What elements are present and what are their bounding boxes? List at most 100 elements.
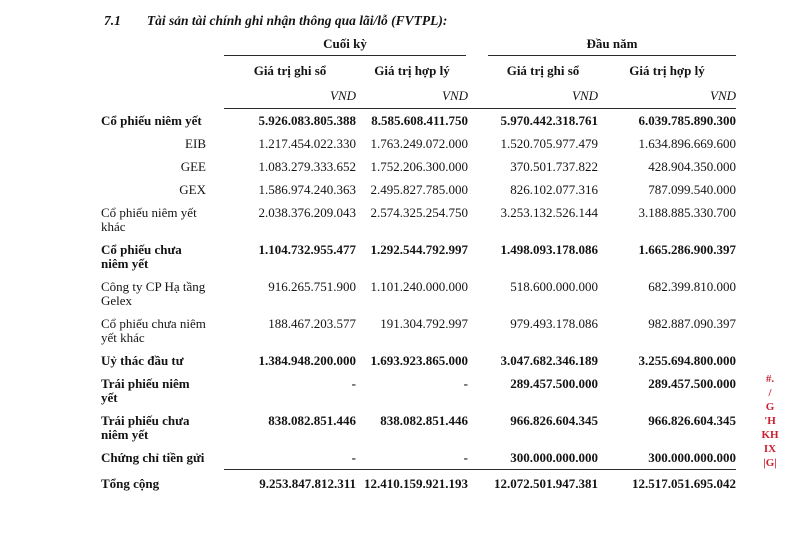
- cell-value: 1.520.705.977.479: [500, 136, 599, 151]
- section-number: 7.1: [104, 13, 121, 28]
- cell-value: 188.467.203.577: [268, 316, 356, 331]
- currency-label: VND: [598, 80, 736, 109]
- cell-value: 9.253.847.812.311: [224, 469, 356, 497]
- cell-value: 1.384.948.200.000: [258, 353, 357, 368]
- cell-value: 3.047.682.346.189: [500, 353, 599, 368]
- row-label: Cổ phiếu chưa niêm yết: [101, 242, 182, 271]
- cell-value: 916.265.751.900: [268, 279, 356, 294]
- cell-value: 2.038.376.209.043: [258, 205, 357, 220]
- cell-value: 682.399.810.000: [648, 279, 736, 294]
- empty-cell: [99, 33, 224, 56]
- cell-value: 838.082.851.446: [268, 413, 356, 428]
- table-row: Công ty CP Hạ tầng Gelex 916.265.751.900…: [99, 275, 736, 312]
- column-header: Giá trị ghi sổ: [253, 63, 327, 78]
- cell-value: 1.693.923.865.000: [370, 353, 469, 368]
- table-row: Cổ phiếu chưa niêm yết 1.104.732.955.477…: [99, 238, 736, 275]
- cell-value: 2.574.325.254.750: [370, 205, 469, 220]
- table-row: Chứng chỉ tiền gửi - - 300.000.000.000 3…: [99, 446, 736, 470]
- cell-value: 6.039.785.890.300: [638, 113, 737, 128]
- cell-value: 518.600.000.000: [510, 279, 598, 294]
- currency-label: VND: [224, 80, 356, 109]
- handwritten-margin-annotation: #. / G 'H KH IX |G|: [757, 372, 783, 470]
- margin-mark: IX: [763, 443, 777, 455]
- column-header: Giá trị ghi sổ: [506, 63, 580, 78]
- cell-value: 1.763.249.072.000: [370, 136, 469, 151]
- margin-mark: #.: [765, 373, 775, 385]
- cell-value: 1.292.544.792.997: [370, 242, 469, 257]
- table-row: GEX 1.586.974.240.363 2.495.827.785.000 …: [99, 178, 736, 201]
- table-row: Cổ phiếu chưa niêm yết khác 188.467.203.…: [99, 312, 736, 349]
- cell-value: -: [351, 450, 356, 465]
- fvtpl-table: Cuối kỳ Đầu năm Giá trị ghi sổ Giá trị h…: [99, 33, 736, 497]
- cell-value: 1.586.974.240.363: [258, 182, 357, 197]
- row-label: Công ty CP Hạ tầng Gelex: [101, 279, 206, 308]
- row-label: Trái phiếu chưa niêm yết: [101, 413, 190, 442]
- column-group-end-of-period: Cuối kỳ: [224, 37, 466, 56]
- cell-value: 1.634.896.669.600: [638, 136, 737, 151]
- group-header-row: Cuối kỳ Đầu năm: [99, 33, 736, 56]
- total-row: Tổng cộng 9.253.847.812.311 12.410.159.9…: [99, 469, 736, 497]
- cell-value: 838.082.851.446: [380, 413, 468, 428]
- cell-value: 289.457.500.000: [648, 376, 736, 391]
- cell-value: 1.101.240.000.000: [370, 279, 469, 294]
- column-header: Giá trị hợp lý: [374, 63, 450, 78]
- cell-value: 428.904.350.000: [648, 159, 736, 174]
- cell-value: 982.887.090.397: [648, 316, 736, 331]
- cell-value: 300.000.000.000: [510, 450, 598, 465]
- currency-row: VND VND VND VND: [99, 80, 736, 109]
- cell-value: 3.253.132.526.144: [500, 205, 599, 220]
- table-row: Uỷ thác đầu tư 1.384.948.200.000 1.693.9…: [99, 349, 736, 372]
- cell-value: 8.585.608.411.750: [371, 113, 468, 128]
- currency-label: VND: [468, 80, 598, 109]
- cell-value: 12.072.501.947.381: [468, 469, 598, 497]
- empty-cell: [99, 80, 224, 109]
- table-row: Trái phiếu chưa niêm yết 838.082.851.446…: [99, 409, 736, 446]
- cell-value: -: [463, 450, 468, 465]
- row-label: Uỷ thác đầu tư: [101, 353, 184, 368]
- row-label: Trái phiếu niêm yết: [101, 376, 190, 405]
- cell-value: 300.000.000.000: [648, 450, 736, 465]
- row-label: Cổ phiếu niêm yết khác: [101, 205, 197, 234]
- cell-value: 1.752.206.300.000: [370, 159, 469, 174]
- section-title: 7.1 Tài sản tài chính ghi nhận thông qua…: [104, 13, 789, 29]
- cell-value: 3.188.885.330.700: [638, 205, 737, 220]
- cell-value: 966.826.604.345: [648, 413, 736, 428]
- row-label: GEX: [179, 182, 206, 197]
- cell-value: 289.457.500.000: [510, 376, 598, 391]
- row-label: EIB: [185, 136, 206, 151]
- table-row: Cổ phiếu niêm yết khác 2.038.376.209.043…: [99, 201, 736, 238]
- table-row: Trái phiếu niêm yết - - 289.457.500.000 …: [99, 372, 736, 409]
- row-label: Cổ phiếu chưa niêm yết khác: [101, 316, 206, 345]
- row-label: Chứng chỉ tiền gửi: [101, 450, 205, 465]
- section-title-text: Tài sản tài chính ghi nhận thông qua lãi…: [146, 13, 448, 28]
- margin-mark: |G|: [763, 457, 777, 469]
- margin-mark: /: [768, 387, 772, 399]
- cell-value: 826.102.077.316: [510, 182, 598, 197]
- cell-value: -: [463, 376, 468, 391]
- cell-value: 966.826.604.345: [510, 413, 598, 428]
- row-label: Tổng cộng: [101, 475, 160, 491]
- cell-value: 370.501.737.822: [510, 159, 598, 174]
- sub-header-row: Giá trị ghi sổ Giá trị hợp lý Giá trị gh…: [99, 56, 736, 80]
- currency-label: VND: [356, 80, 468, 109]
- margin-mark: G: [765, 401, 775, 413]
- cell-value: 1.083.279.333.652: [258, 159, 357, 174]
- margin-mark: KH: [761, 429, 779, 441]
- table-row: GEE 1.083.279.333.652 1.752.206.300.000 …: [99, 155, 736, 178]
- cell-value: 2.495.827.785.000: [370, 182, 469, 197]
- column-group-beginning-of-year: Đầu năm: [488, 37, 736, 56]
- cell-value: 787.099.540.000: [648, 182, 736, 197]
- cell-value: 1.104.732.955.477: [258, 242, 357, 257]
- table-row: Cổ phiếu niêm yết 5.926.083.805.388 8.58…: [99, 109, 736, 133]
- cell-value: 1.665.286.900.397: [638, 242, 737, 257]
- cell-value: 191.304.792.997: [380, 316, 468, 331]
- row-label: Cổ phiếu niêm yết: [101, 112, 202, 128]
- table-row: EIB 1.217.454.022.330 1.763.249.072.000 …: [99, 132, 736, 155]
- cell-value: 3.255.694.800.000: [638, 353, 737, 368]
- row-label: GEE: [180, 159, 206, 174]
- cell-value: 12.410.159.921.193: [356, 469, 468, 497]
- cell-value: 979.493.178.086: [510, 316, 598, 331]
- cell-value: -: [351, 376, 356, 391]
- cell-value: 1.498.093.178.086: [500, 242, 599, 257]
